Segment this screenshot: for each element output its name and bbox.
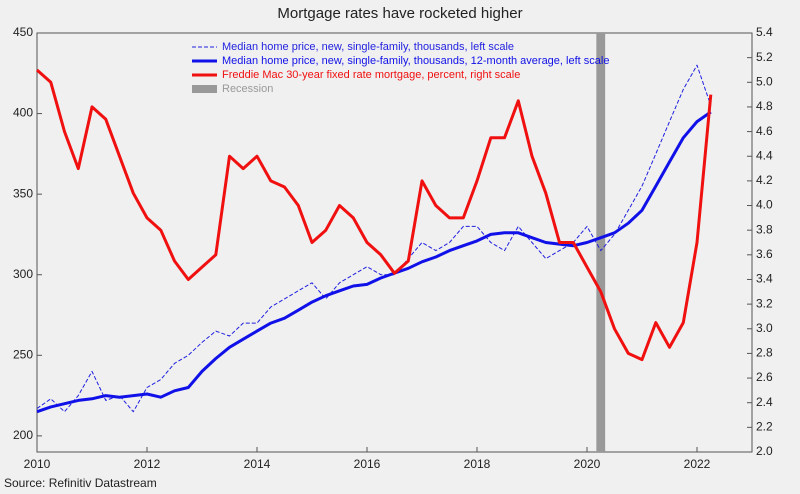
- y-tick-label: 400: [13, 106, 33, 120]
- y2-tick-label: 2.0: [756, 444, 773, 458]
- x-tick-label: 2022: [684, 457, 711, 471]
- legend-label: Freddie Mac 30-year fixed rate mortgage,…: [222, 69, 520, 81]
- y2-tick-label: 2.4: [756, 395, 773, 409]
- y2-tick-label: 4.8: [756, 99, 773, 113]
- recession-band: [596, 33, 606, 452]
- y2-tick-label: 4.0: [756, 198, 773, 212]
- y2-tick-label: 3.2: [756, 296, 773, 310]
- legend-label: Recession: [222, 83, 273, 95]
- x-tick-label: 2016: [354, 457, 381, 471]
- y2-tick-label: 2.8: [756, 346, 773, 360]
- y2-tick-label: 5.4: [756, 25, 773, 39]
- legend-label: Median home price, new, single-family, t…: [222, 55, 609, 67]
- x-tick-label: 2018: [464, 457, 491, 471]
- y2-tick-label: 3.0: [756, 321, 773, 335]
- y2-tick-label: 2.2: [756, 420, 773, 434]
- series-line: [36, 110, 712, 414]
- legend-swatch: [192, 85, 217, 93]
- y-tick-label: 300: [13, 267, 33, 281]
- series-line: [36, 68, 713, 362]
- plot-frame: [36, 32, 753, 453]
- series-line: [36, 64, 712, 413]
- y2-tick-label: 5.2: [756, 50, 773, 64]
- y-tick-label: 450: [13, 25, 33, 39]
- legend: Median home price, new, single-family, t…: [192, 41, 609, 95]
- source-note: Source: Refinitiv Datastream: [4, 476, 157, 490]
- x-tick-label: 2010: [24, 457, 51, 471]
- y-tick-label: 350: [13, 186, 33, 200]
- chart-title: Mortgage rates have rocketed higher: [277, 5, 522, 22]
- y2-tick-label: 4.4: [756, 148, 773, 162]
- y2-tick-label: 5.0: [756, 74, 773, 88]
- y2-tick-label: 3.6: [756, 247, 773, 261]
- y2-tick-label: 4.2: [756, 173, 773, 187]
- y2-tick-label: 4.6: [756, 124, 773, 138]
- y-tick-label: 200: [13, 428, 33, 442]
- x-tick-label: 2012: [134, 457, 161, 471]
- x-tick-label: 2020: [574, 457, 601, 471]
- y2-tick-label: 3.4: [756, 272, 773, 286]
- legend-label: Median home price, new, single-family, t…: [222, 41, 514, 53]
- y-tick-label: 250: [13, 347, 33, 361]
- y2-tick-label: 3.8: [756, 222, 773, 236]
- x-tick-label: 2014: [244, 457, 271, 471]
- y2-tick-label: 2.6: [756, 370, 773, 384]
